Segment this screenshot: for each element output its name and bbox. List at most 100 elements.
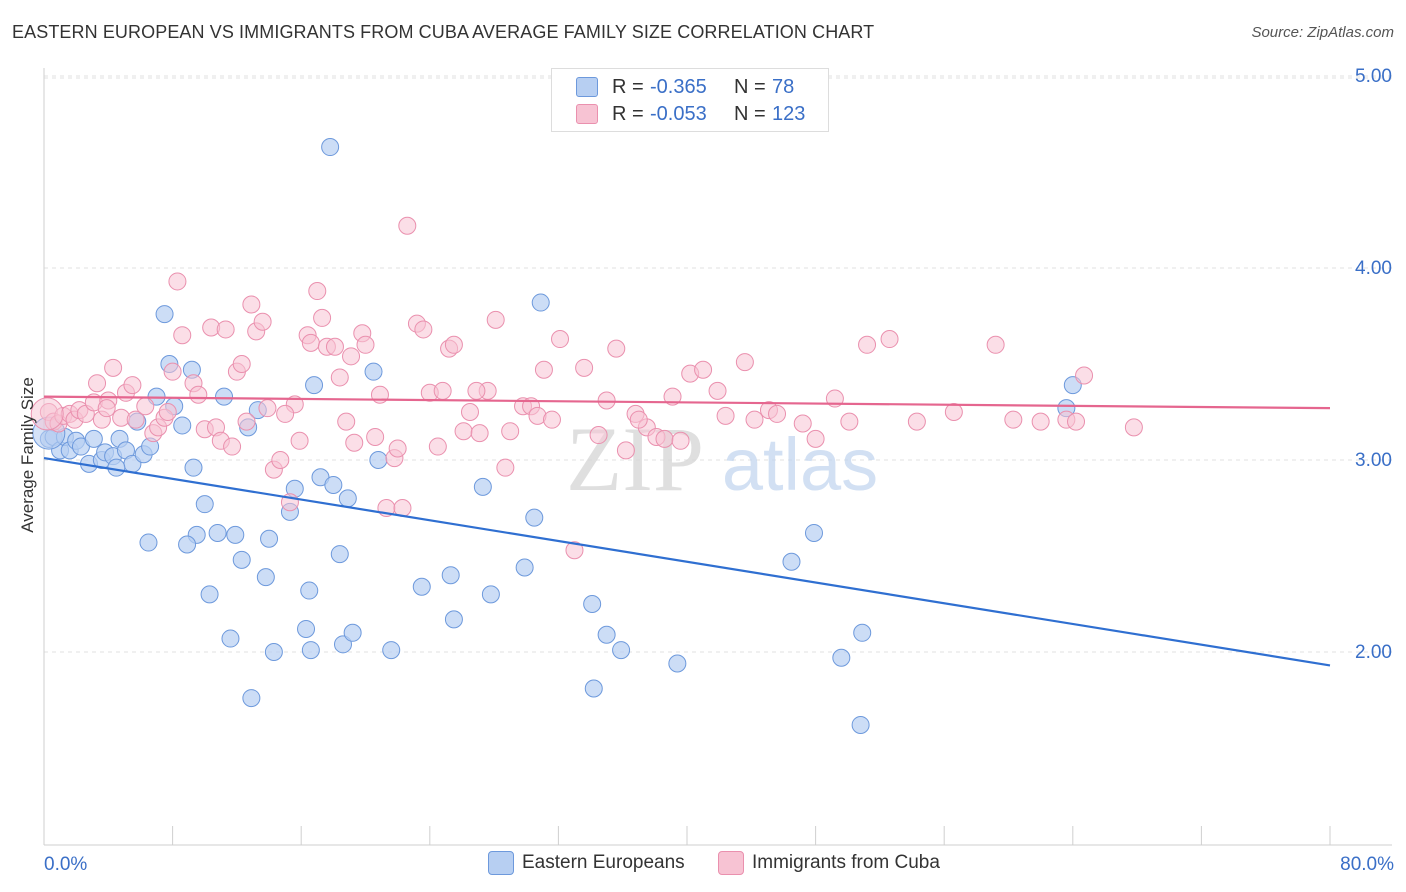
data-point-eastern — [583, 595, 602, 613]
data-point-cuba — [470, 424, 489, 443]
data-point-cuba — [1067, 412, 1086, 431]
legend-label-eastern: Eastern Europeans — [522, 852, 685, 873]
data-point-cuba — [232, 355, 251, 373]
axes — [43, 68, 1392, 846]
data-point-cuba — [694, 360, 713, 379]
data-point-eastern — [84, 429, 103, 448]
data-point-cuba — [745, 410, 764, 429]
data-point-cuba — [189, 385, 208, 404]
data-point-cuba — [163, 362, 182, 381]
legend-n-value: 78 — [772, 75, 795, 98]
legend-row-eastern: R = -0.365 N = 78 — [576, 74, 794, 100]
legend-n-value: 123 — [772, 102, 806, 125]
data-point-cuba — [663, 387, 682, 406]
y-tick-label: 5.00 — [1355, 66, 1392, 87]
data-point-eastern — [324, 475, 343, 494]
data-point-cuba — [907, 412, 926, 431]
legend-item-cuba: Immigrants from Cuba — [718, 851, 940, 875]
data-point-cuba — [806, 429, 825, 448]
chart-source: Source: ZipAtlas.com — [1251, 24, 1394, 41]
data-point-cuba — [542, 410, 561, 429]
data-point-cuba — [986, 335, 1005, 354]
data-point-eastern — [242, 689, 261, 708]
data-point-eastern — [804, 523, 823, 542]
series-legend: Eastern Europeans Immigrants from Cuba — [0, 851, 1406, 879]
data-point-cuba — [126, 410, 145, 429]
data-point-cuba — [460, 403, 479, 421]
trend-line-eastern — [43, 456, 1331, 667]
legend-swatch-cuba — [718, 851, 744, 875]
data-point-cuba — [840, 412, 859, 431]
data-point-cuba — [433, 381, 452, 400]
data-point-cuba — [858, 335, 877, 354]
legend-r-value: -0.365 — [650, 75, 707, 98]
data-point-eastern — [597, 625, 616, 644]
legend-label-cuba: Immigrants from Cuba — [752, 852, 940, 873]
legend-swatch-eastern — [576, 77, 598, 97]
data-point-cuba — [716, 406, 735, 425]
data-point-eastern — [382, 641, 401, 660]
data-point-cuba — [454, 422, 473, 441]
data-point-cuba — [655, 429, 674, 448]
data-point-cuba — [366, 427, 385, 446]
data-point-eastern — [301, 641, 320, 660]
y-tick-label: 2.00 — [1355, 642, 1392, 663]
data-point-eastern — [256, 568, 275, 587]
tick-labels: 2.00 3.00 4.00 5.00 0.0% 80.0% — [44, 66, 1394, 875]
data-point-cuba — [597, 391, 616, 410]
data-point-cuba — [216, 320, 235, 339]
chart-title: EASTERN EUROPEAN VS IMMIGRANTS FROM CUBA… — [12, 22, 875, 42]
data-point-cuba — [534, 360, 553, 379]
data-point-eastern — [444, 610, 463, 629]
watermark: ZIP atlas — [566, 408, 878, 510]
legend-item-eastern: Eastern Europeans — [488, 851, 685, 875]
data-point-cuba — [589, 426, 608, 445]
data-point-eastern — [260, 529, 279, 548]
data-point-eastern — [441, 566, 460, 585]
data-point-eastern — [333, 635, 352, 654]
data-point-eastern — [264, 643, 283, 661]
data-point-eastern — [343, 623, 362, 642]
data-point-eastern — [525, 508, 544, 527]
data-point-cuba — [271, 451, 290, 469]
x-tick-label-min: 0.0% — [44, 854, 87, 875]
data-point-cuba — [565, 541, 584, 560]
data-point-eastern — [226, 525, 245, 544]
data-point-eastern — [215, 387, 234, 406]
legend-n-label: N = — [734, 75, 766, 98]
data-point-eastern — [481, 585, 500, 604]
watermark-atlas: atlas — [722, 423, 878, 506]
data-point-eastern — [173, 416, 192, 435]
data-point-cuba — [708, 381, 727, 400]
data-point-cuba — [301, 333, 320, 352]
data-point-eastern — [832, 648, 851, 667]
series-eastern-europeans — [32, 138, 1082, 734]
data-point-eastern — [208, 523, 227, 542]
data-point-eastern — [853, 623, 872, 642]
data-point-eastern — [531, 293, 550, 312]
data-point-cuba — [496, 458, 515, 477]
data-point-cuba — [136, 397, 155, 416]
data-point-cuba — [607, 339, 626, 358]
data-point-cuba — [97, 399, 116, 418]
legend: R = -0.365 N = 78 R = -0.053 N = 123 — [551, 68, 829, 132]
y-tick-label: 4.00 — [1355, 258, 1392, 279]
data-point-eastern — [221, 629, 240, 648]
data-point-eastern — [321, 138, 340, 157]
data-point-eastern — [155, 305, 174, 324]
data-point-eastern — [668, 654, 687, 673]
data-point-cuba — [398, 216, 417, 235]
data-point-cuba — [342, 347, 361, 366]
data-point-cuba — [467, 381, 486, 400]
data-point-cuba — [290, 431, 309, 450]
data-point-cuba — [168, 272, 187, 291]
legend-r-value: -0.053 — [650, 102, 707, 125]
data-point-cuba-cluster — [30, 397, 64, 431]
x-tick-label-max: 80.0% — [1340, 854, 1394, 875]
legend-swatch-eastern — [488, 851, 514, 875]
data-point-cuba — [1075, 366, 1094, 385]
data-point-cuba — [313, 308, 332, 327]
data-point-cuba — [629, 410, 648, 429]
legend-row-cuba: R = -0.053 N = 123 — [576, 101, 805, 127]
